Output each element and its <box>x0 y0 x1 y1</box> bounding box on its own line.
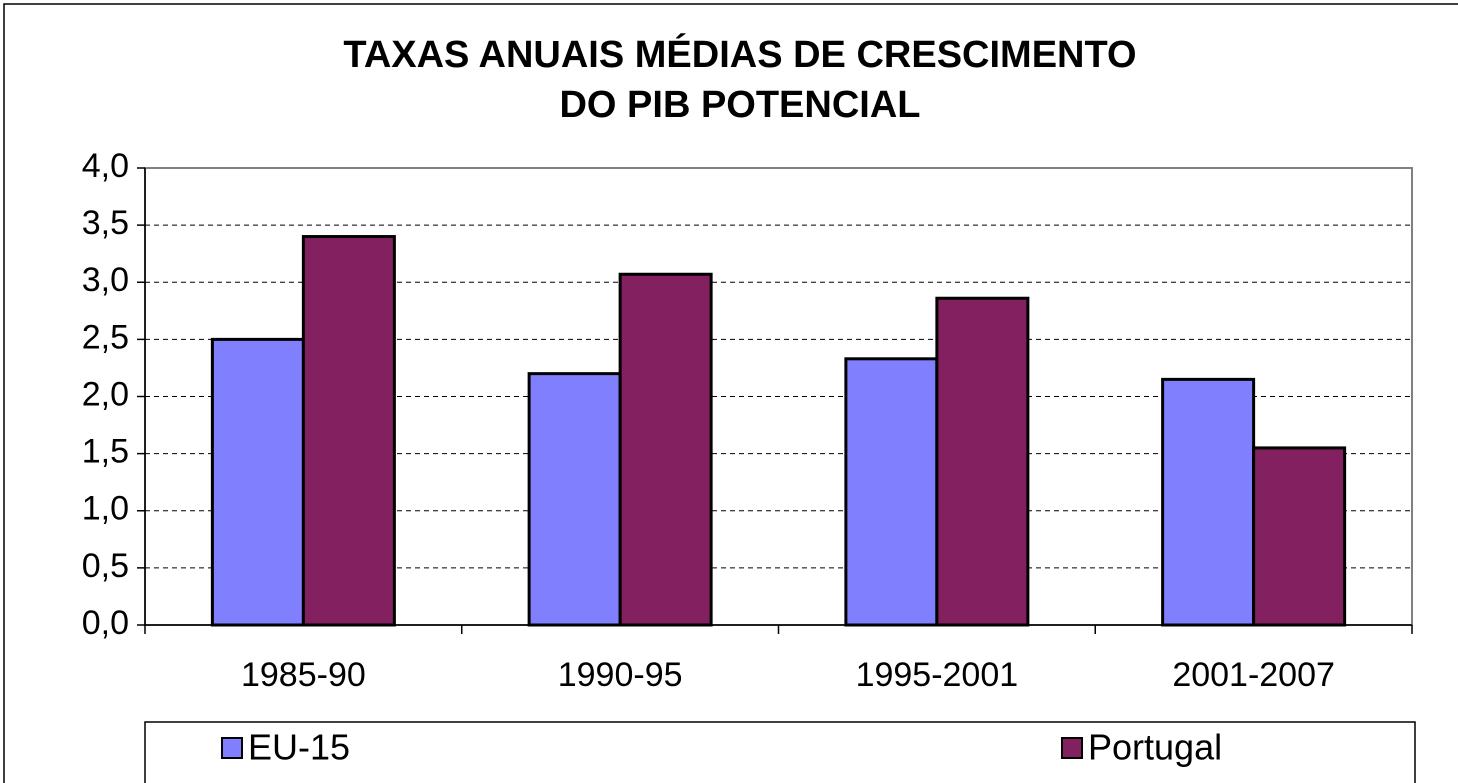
bar <box>935 296 1030 627</box>
chart-title: DO PIB POTENCIAL <box>559 84 920 126</box>
bar <box>1161 377 1256 627</box>
x-tick-label: 1985-90 <box>241 656 366 694</box>
bar <box>618 272 713 627</box>
bar <box>844 357 939 627</box>
legend-swatch <box>1061 737 1083 759</box>
y-tick-label: 2,0 <box>82 375 129 413</box>
y-tick-label: 3,5 <box>82 204 129 242</box>
bar <box>527 372 622 627</box>
y-tick-label: 0,0 <box>82 604 129 642</box>
x-tick-label: 1990-95 <box>558 656 683 694</box>
legend-label: Portugal <box>1088 727 1222 768</box>
y-tick-label: 1,5 <box>82 433 129 471</box>
legend-box <box>144 721 1416 783</box>
x-tick-label: 2001-2007 <box>1172 656 1335 694</box>
bar <box>210 337 305 627</box>
legend-swatch <box>221 737 243 759</box>
y-tick-label: 3,0 <box>82 261 129 299</box>
bar <box>301 235 396 627</box>
y-tick-label: 1,0 <box>82 490 129 528</box>
y-tick-label: 4,0 <box>82 147 129 185</box>
chart-title: TAXAS ANUAIS MÉDIAS DE CRESCIMENTO <box>343 32 1136 76</box>
bar <box>1252 446 1347 627</box>
chart-border <box>3 3 1458 783</box>
x-tick-label: 1995-2001 <box>856 656 1019 694</box>
legend-label: EU-15 <box>248 727 350 768</box>
y-tick-label: 2,5 <box>82 318 129 356</box>
y-tick-label: 0,5 <box>82 547 129 585</box>
